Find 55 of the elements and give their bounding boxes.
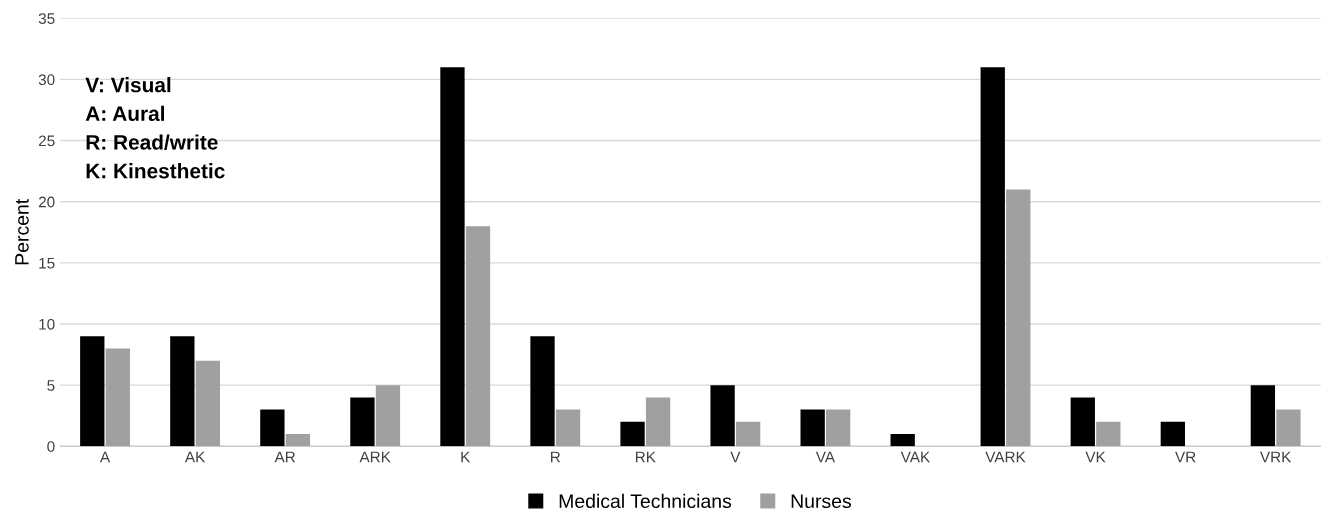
x-tick-label: VAK [900, 451, 931, 463]
y-tick-label: 0 [47, 441, 55, 452]
x-tick-label: VR [1175, 451, 1196, 463]
bar [530, 336, 555, 447]
y-tick-label: 35 [38, 13, 55, 24]
bar [1276, 409, 1301, 447]
y-tick-label: 15 [39, 257, 55, 269]
bar [826, 409, 851, 447]
bar [285, 434, 311, 447]
y-tick-label: 30 [38, 74, 55, 86]
bar [800, 409, 825, 447]
legend-label: Nurses [791, 494, 852, 509]
x-tick-label: K [461, 451, 471, 463]
bar [440, 67, 465, 447]
y-tick-label: 25 [38, 135, 55, 147]
bar [80, 336, 105, 447]
bar [980, 67, 1005, 447]
x-tick-label: ARK [359, 451, 391, 463]
y-tick-label: 5 [47, 380, 55, 391]
x-tick-label: VARK [985, 451, 1026, 463]
bar [105, 348, 130, 447]
x-tick-label: VA [815, 451, 836, 463]
bar [195, 360, 221, 447]
bar [375, 385, 401, 447]
annotation: V: Visual [85, 77, 171, 93]
bar [1070, 397, 1095, 447]
bar [465, 226, 491, 447]
x-tick-label: VK [1085, 451, 1106, 463]
bar [620, 421, 645, 447]
bar [1250, 385, 1276, 447]
bar [260, 409, 285, 447]
x-tick-label: V [730, 451, 741, 463]
bar [1006, 189, 1031, 447]
x-tick-label: A [99, 451, 111, 463]
annotation: A: Aural [85, 105, 165, 122]
bar [170, 336, 195, 447]
annotation: R: Read/write [86, 134, 218, 150]
bar [890, 434, 915, 447]
x-tick-label: AK [184, 451, 206, 463]
bar [710, 385, 735, 447]
x-tick-label: AR [274, 451, 296, 463]
legend-label: Medical Technicians [559, 493, 732, 509]
y-tick-label: 10 [39, 318, 55, 330]
bar [1096, 421, 1121, 447]
y-tick-label: 20 [38, 196, 55, 208]
bar [555, 409, 581, 447]
y-axis-title: Percent [15, 198, 29, 265]
x-tick-label: RK [635, 451, 656, 463]
x-tick-label: R [551, 451, 561, 463]
bar [735, 421, 761, 447]
x-tick-label: VRK [1260, 451, 1292, 463]
bar [1160, 421, 1185, 447]
annotation: K: Kinesthetic [86, 163, 225, 179]
bar [645, 397, 671, 447]
bar [350, 397, 375, 447]
